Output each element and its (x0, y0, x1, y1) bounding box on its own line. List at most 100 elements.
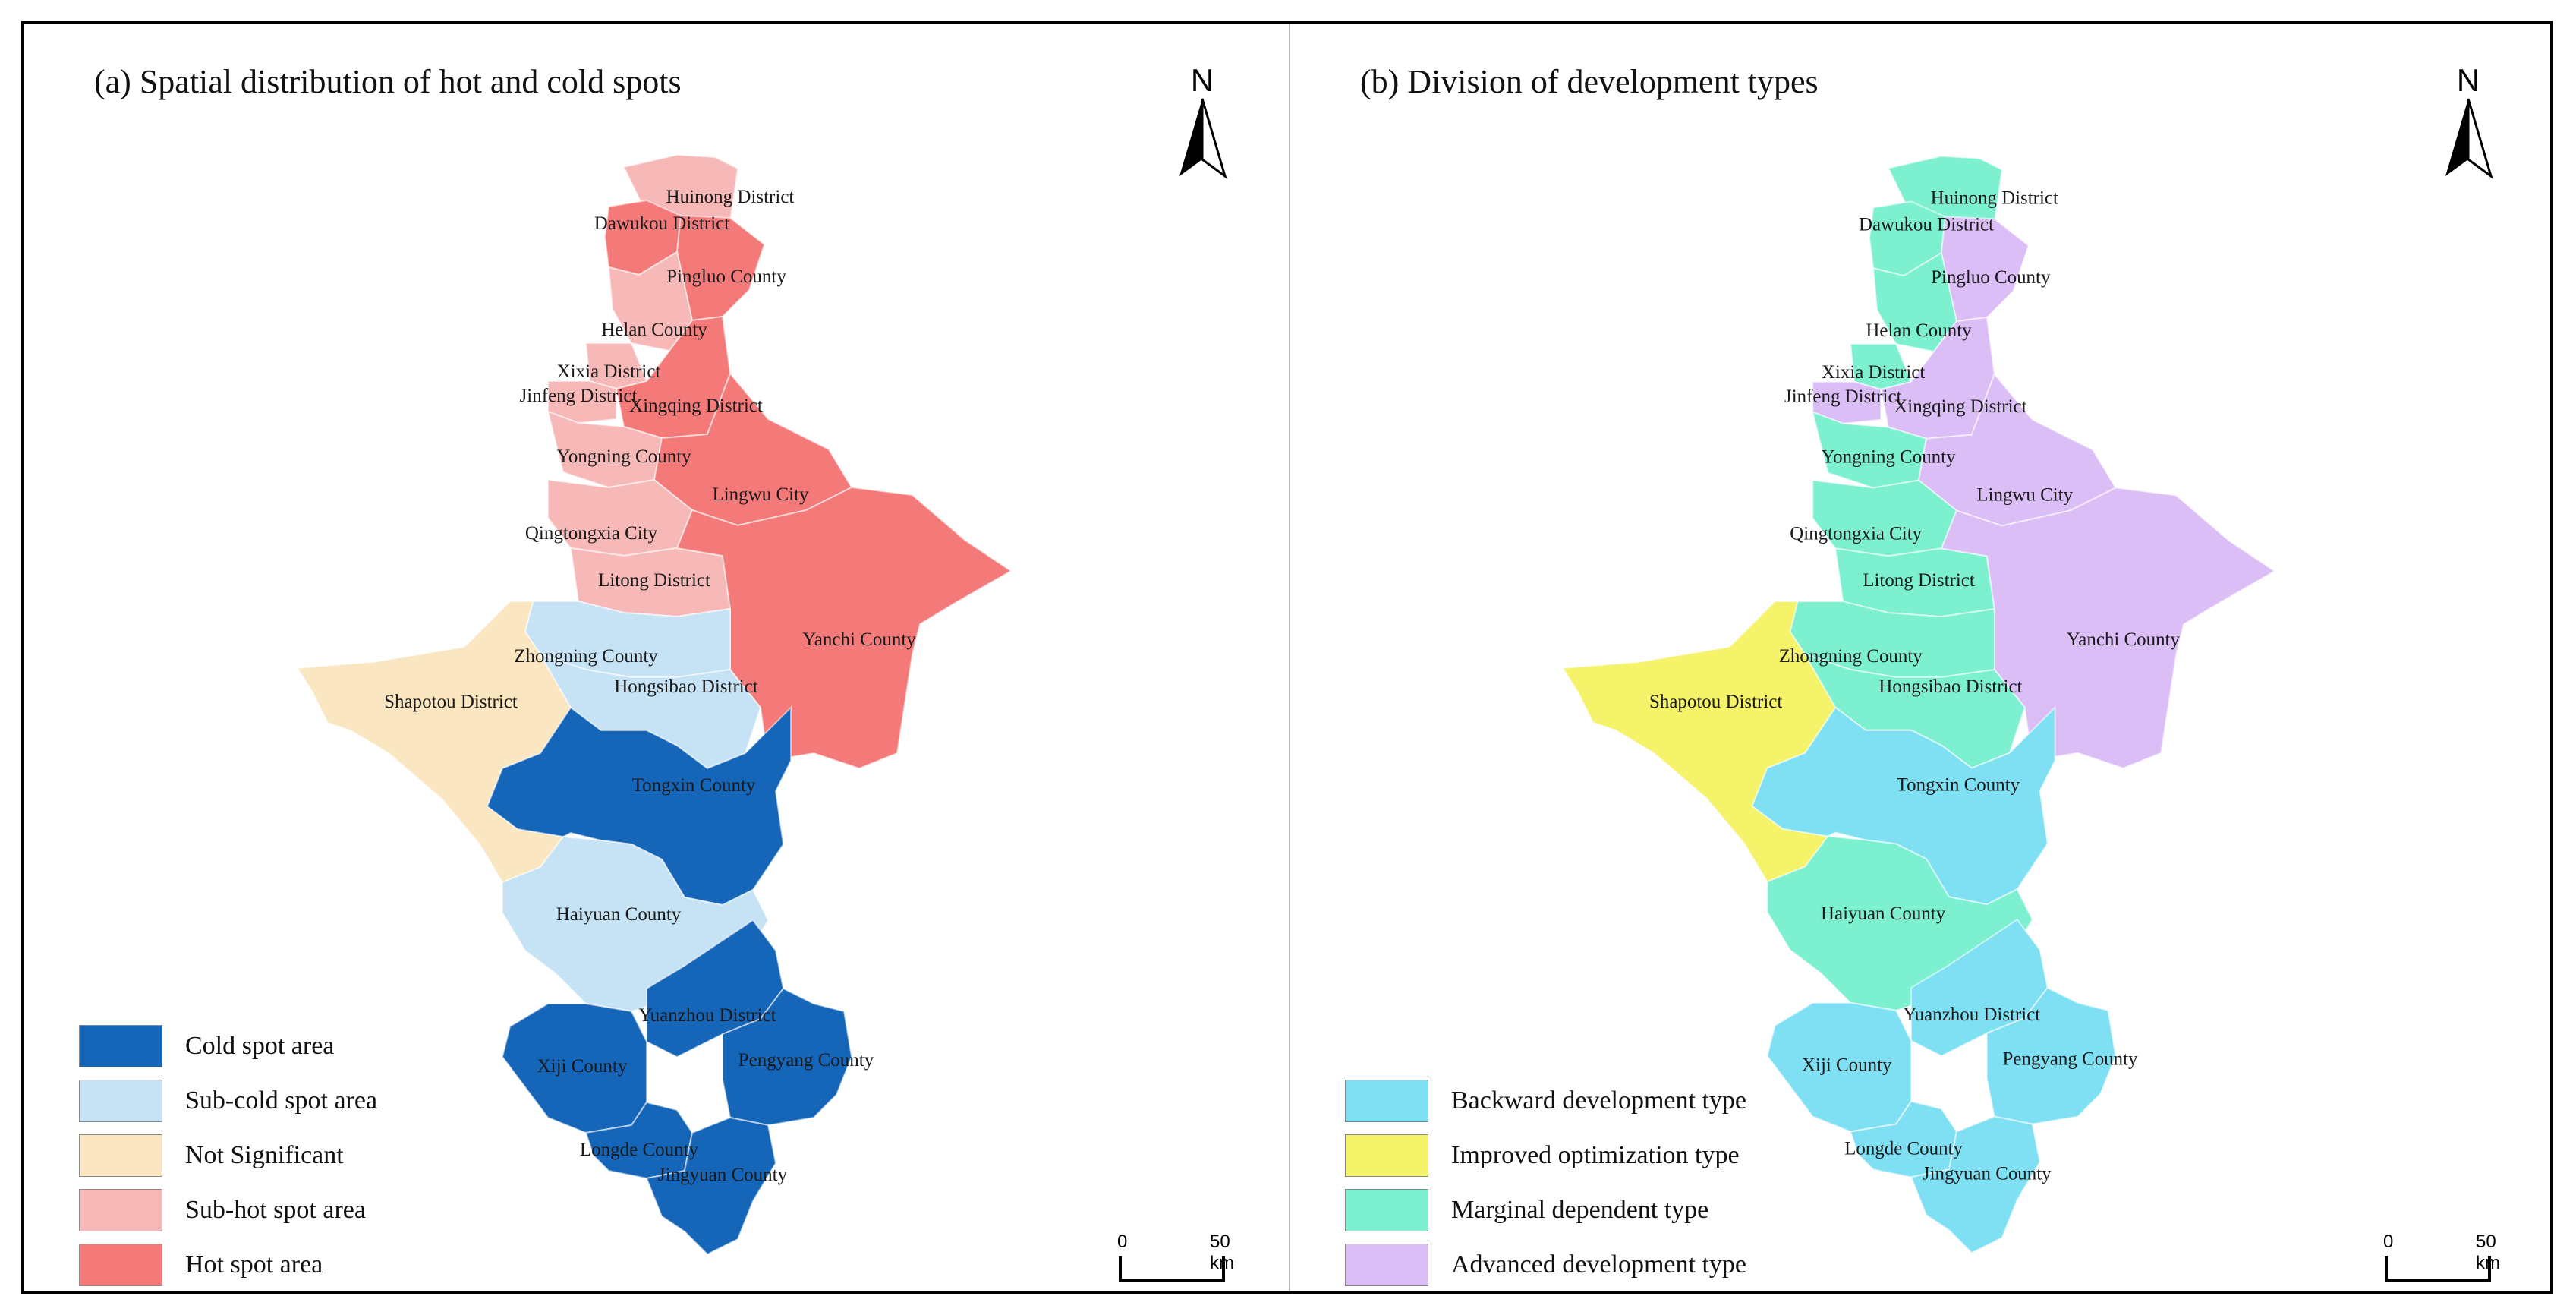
legend-label: Advanced development type (1451, 1250, 1746, 1279)
region-label: Yanchi County (2067, 629, 2181, 650)
legend-item: Improved optimization type (1345, 1128, 1746, 1183)
legend-item: Marginal dependent type (1345, 1183, 1746, 1238)
legend-label: Hot spot area (185, 1250, 323, 1279)
legend-item: Hot spot area (79, 1238, 377, 1292)
region-label: Lingwu City (1976, 485, 2073, 506)
region-label: Shapotou District (384, 692, 518, 712)
legend-item: Sub-hot spot area (79, 1183, 377, 1238)
legend-item: Not Significant (79, 1128, 377, 1183)
scale-zero-label: 0 (1117, 1231, 1128, 1252)
region-label: Jingyuan County (1923, 1163, 2052, 1184)
legend-item: Backward development type (1345, 1074, 1746, 1128)
legend-label: Backward development type (1451, 1086, 1746, 1115)
north-arrow-icon (1179, 98, 1227, 179)
panel-hot-cold-spots: (a) Spatial distribution of hot and cold… (24, 24, 1290, 1291)
region-label: Dawukou District (594, 213, 729, 234)
region-label: Xixia District (557, 361, 661, 382)
region-label: Jinfeng District (520, 386, 638, 406)
legend-swatch (79, 1189, 162, 1231)
map-development-types: Huinong District Dawukou District Pingluo … (1561, 155, 2276, 1254)
legend-label: Sub-hot spot area (185, 1196, 366, 1224)
region-label: Shapotou District (1649, 692, 1782, 712)
legend-item: Sub-cold spot area (79, 1074, 377, 1128)
legend-swatch (1345, 1244, 1428, 1286)
legend-swatch (79, 1244, 162, 1286)
region-label: Pingluo County (1931, 267, 2051, 288)
region-label: Qingtongxia City (1790, 523, 1922, 544)
region-label: Litong District (598, 570, 710, 591)
legend-swatch (1345, 1080, 1428, 1122)
legend-label: Improved optimization type (1451, 1141, 1740, 1169)
region-shapotou-district (1561, 601, 1837, 883)
region-label: Xingqing District (629, 396, 763, 416)
scale-bar: 0 50 km (1117, 1231, 1234, 1292)
region-label: Xingqing District (1894, 396, 2026, 417)
region-label: Haiyuan County (556, 904, 682, 925)
legend-swatch (1345, 1189, 1428, 1231)
region-label: Lingwu City (712, 484, 809, 505)
legend-label: Cold spot area (185, 1032, 335, 1060)
region-label: Yanchi County (802, 629, 916, 650)
north-label: N (1190, 62, 1214, 98)
panel-title: (a) Spatial distribution of hot and cold… (94, 63, 682, 100)
region-label: Pengyang County (2003, 1049, 2139, 1070)
region-label: Zhongning County (1779, 646, 1923, 667)
region-label: Hongsibao District (1878, 676, 2022, 697)
region-label: Qingtongxia City (525, 523, 658, 544)
region-label: Helan County (601, 320, 707, 340)
region-shapotou-district (296, 601, 572, 884)
legend-swatch (1345, 1134, 1428, 1177)
legend-item: Cold spot area (79, 1019, 377, 1074)
region-label: Litong District (1863, 570, 1975, 591)
legend-swatch (79, 1080, 162, 1122)
region-label: Pingluo County (666, 266, 786, 287)
north-arrow: N (2438, 62, 2499, 179)
north-label: N (2456, 62, 2480, 98)
legend-hot-cold-spots: Cold spot area Sub-cold spot area Not Sign… (79, 1019, 377, 1292)
legend-item: Advanced development type (1345, 1238, 1746, 1292)
region-label: Zhongning County (514, 646, 658, 667)
region-label: Huinong District (666, 187, 795, 207)
region-jingyuan-county (645, 1116, 777, 1256)
region-label: Yuanzhou District (1903, 1004, 2040, 1025)
north-arrow: N (1172, 62, 1233, 179)
legend-swatch (79, 1134, 162, 1177)
region-label: Xiji County (537, 1056, 628, 1077)
region-label: Yongning County (556, 446, 691, 467)
region-label: Jingyuan County (658, 1165, 788, 1185)
panel-divider (1289, 24, 1290, 1291)
region-label: Huinong District (1931, 188, 2058, 208)
region-pengyang-county (722, 987, 853, 1127)
legend-label: Not Significant (185, 1141, 344, 1169)
region-label: Yuanzhou District (638, 1005, 776, 1026)
region-label: Haiyuan County (1821, 903, 1946, 924)
region-label: Tongxin County (1897, 775, 2020, 796)
region-jingyuan-county (1910, 1115, 2041, 1254)
region-label: Longde County (580, 1140, 699, 1160)
scale-bar: 0 50 km (2383, 1231, 2500, 1292)
scale-distance-label: 50 km (2476, 1231, 2500, 1273)
scale-bar-line (1119, 1256, 1225, 1282)
region-pengyang-county (1986, 986, 2117, 1125)
figure-frame: (a) Spatial distribution of hot and cold… (21, 21, 2553, 1294)
panel-development-types: (b) Division of development types Huinon… (1290, 24, 2553, 1291)
region-label: Helan County (1866, 320, 1972, 341)
legend-label: Sub-cold spot area (185, 1086, 378, 1115)
region-label: Yongning County (1822, 447, 1956, 468)
region-label: Jinfeng District (1784, 386, 1902, 407)
region-label: Xixia District (1822, 362, 1926, 383)
legend-development-types: Backward development type Improved optimi… (1345, 1074, 1746, 1292)
scale-bar-line (2385, 1256, 2491, 1282)
panel-title: (b) Division of development types (1360, 63, 1819, 100)
region-label: Pengyang County (738, 1050, 874, 1071)
legend-label: Marginal dependent type (1451, 1196, 1709, 1224)
legend-swatch (79, 1025, 162, 1067)
region-label: Tongxin County (632, 775, 756, 796)
region-label: Dawukou District (1859, 214, 1994, 235)
map-hot-cold-spots: Huinong District Dawukou District Pingluo … (296, 153, 1012, 1256)
north-arrow-icon (2445, 98, 2493, 179)
scale-zero-label: 0 (2383, 1231, 2394, 1252)
region-label: Xiji County (1802, 1055, 1892, 1076)
region-label: Hongsibao District (614, 676, 758, 697)
region-label: Longde County (1844, 1138, 1963, 1159)
